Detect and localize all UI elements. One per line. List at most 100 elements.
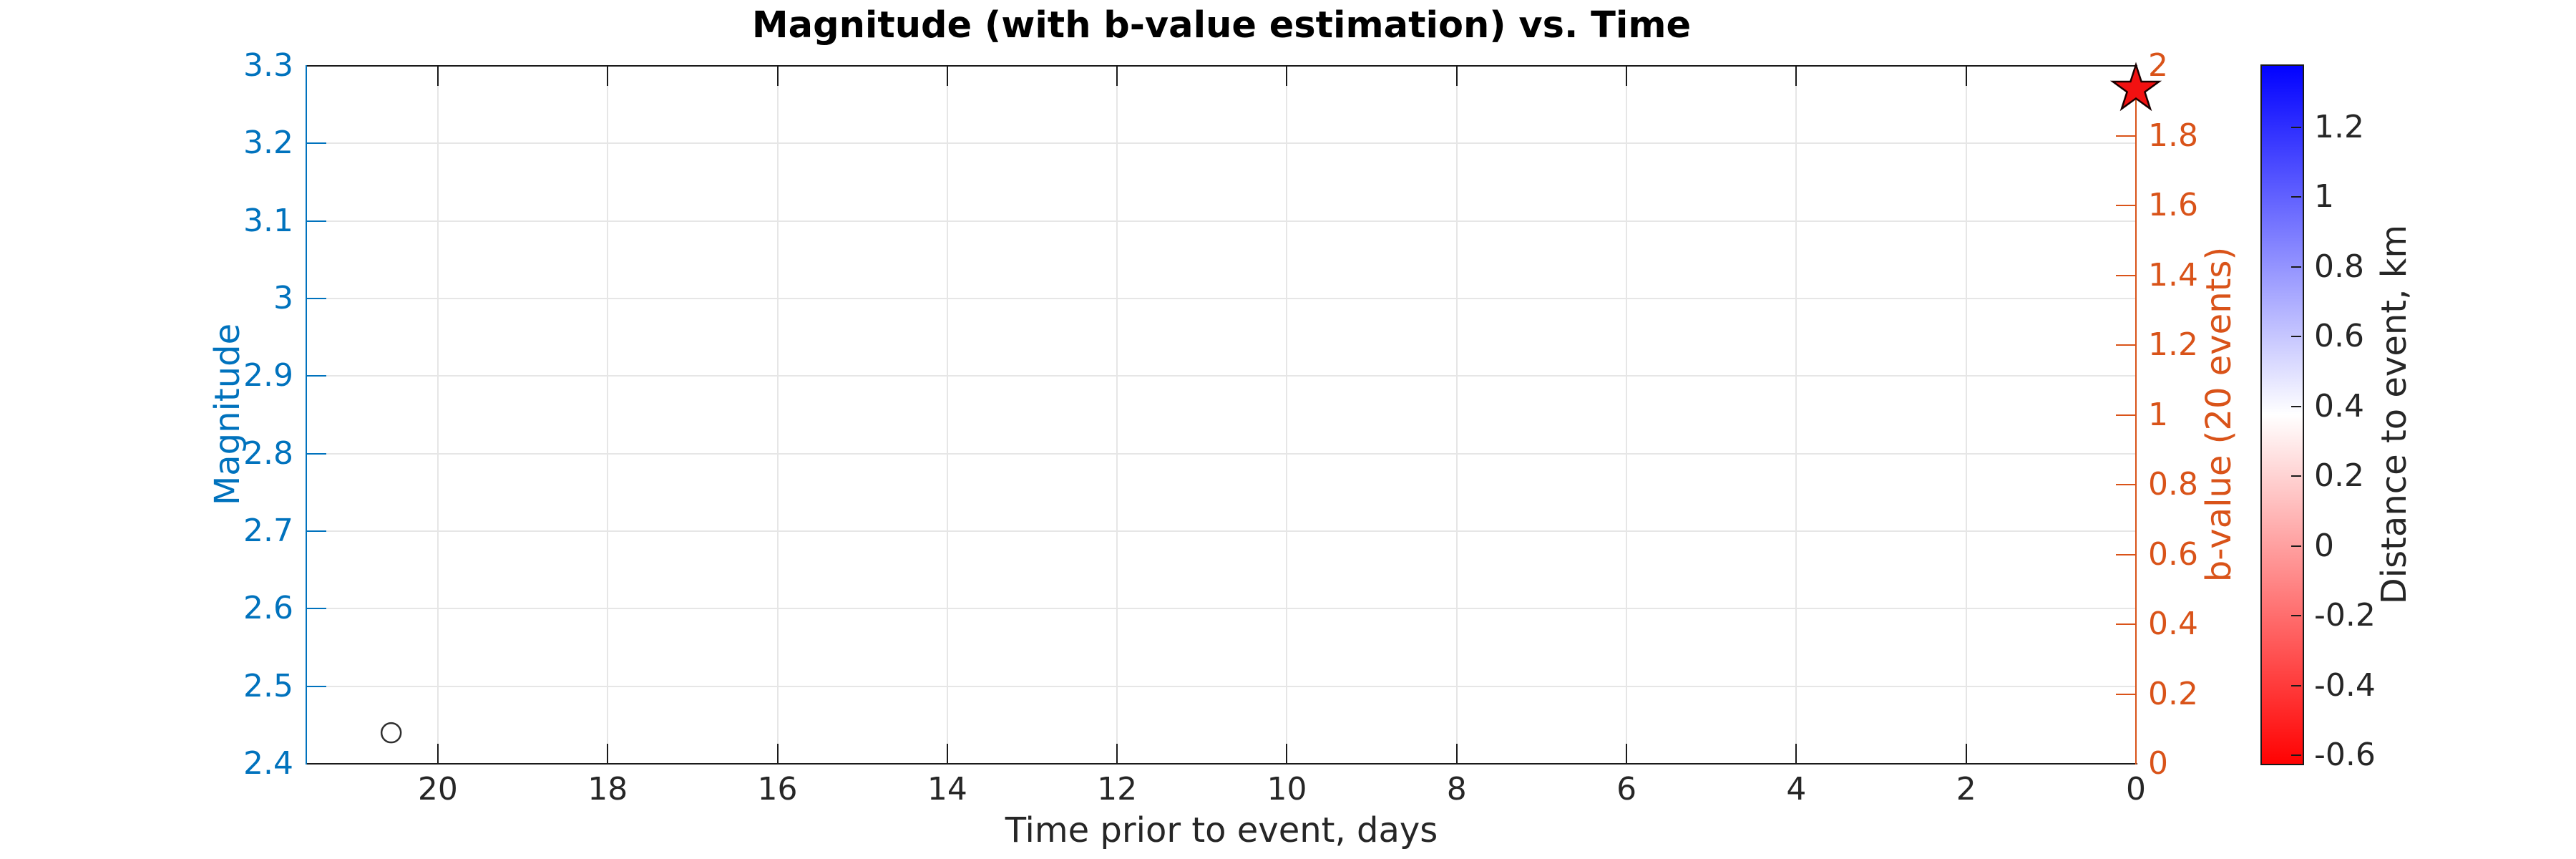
colorbar-tick (2291, 754, 2301, 757)
x-tick-bottom (607, 744, 609, 764)
y-right-tick-label: 2 (2148, 47, 2168, 84)
x-gridline (1116, 66, 1118, 764)
y-right-tick-label: 1.2 (2148, 326, 2198, 363)
colorbar-tick-label: 0.4 (2314, 387, 2364, 424)
y-tick-left (306, 685, 326, 687)
colorbar-tick (2291, 196, 2301, 198)
x-tick-label: 0 (2126, 771, 2146, 807)
y-tick-right (2116, 344, 2136, 346)
x-tick-label: 16 (757, 771, 798, 807)
y-right-tick-label: 1.6 (2148, 187, 2198, 223)
chart-title: Magnitude (with b-value estimation) vs. … (751, 4, 1692, 47)
y-right-tick-label: 1.8 (2148, 117, 2198, 154)
y-tick-left (306, 608, 326, 610)
y-left-tick-label: 2.5 (243, 667, 293, 704)
x-gridline (436, 66, 439, 764)
y-right-tick-label: 0.6 (2148, 535, 2198, 573)
y-gridline (306, 530, 2136, 532)
x-gridline (1626, 66, 1628, 764)
y-left-tick-label: 3.2 (243, 125, 293, 162)
x-gridline (1286, 66, 1288, 764)
y-axis-label-right: b-value (20 events) (2199, 246, 2239, 583)
colorbar-label: Distance to event, km (2374, 224, 2414, 605)
y-gridline (306, 685, 2136, 687)
y-gridline (306, 452, 2136, 455)
colorbar-tick (2291, 126, 2301, 128)
colorbar-tick (2291, 545, 2301, 547)
y-tick-right (2116, 484, 2136, 485)
x-tick-label: 2 (1956, 771, 1976, 807)
colorbar-tick (2291, 336, 2301, 338)
colorbar-tick-label: 0 (2314, 527, 2334, 564)
y-tick-left (306, 220, 326, 222)
y-gridline (306, 142, 2136, 145)
y-left-tick-label: 2.7 (243, 513, 293, 549)
x-tick-top (1626, 66, 1628, 86)
y-axis-label-left: Magnitude (208, 323, 248, 506)
y-gridline (306, 608, 2136, 610)
y-left-tick-label: 2.9 (243, 357, 293, 394)
plot-area (306, 66, 2136, 764)
y-tick-left (306, 530, 326, 532)
x-tick-top (1116, 66, 1118, 86)
y-left-tick-label: 2.4 (243, 745, 293, 782)
x-tick-label: 18 (587, 771, 628, 807)
x-tick-label: 4 (1786, 771, 1807, 807)
x-tick-bottom (1455, 744, 1458, 764)
x-tick-bottom (1116, 744, 1118, 764)
y-right-tick-label: 1 (2148, 396, 2168, 433)
left-spine (306, 65, 307, 765)
x-tick-bottom (1965, 744, 1967, 764)
colorbar-tick (2291, 615, 2301, 617)
x-tick-top (1455, 66, 1458, 86)
x-tick-bottom (1795, 744, 1797, 764)
y-tick-left (306, 142, 326, 145)
y-right-tick-label: 0.2 (2148, 675, 2198, 712)
y-tick-left (306, 452, 326, 455)
x-tick-bottom (946, 744, 948, 764)
y-right-tick-label: 0 (2148, 745, 2168, 782)
x-tick-label: 14 (927, 771, 967, 807)
bottom-spine (306, 763, 2137, 765)
x-tick-top (1795, 66, 1797, 86)
y-tick-right (2116, 623, 2136, 625)
x-gridline (1455, 66, 1458, 764)
x-tick-top (1965, 66, 1967, 86)
x-gridline (607, 66, 609, 764)
colorbar-tick (2291, 684, 2301, 686)
x-tick-label: 12 (1097, 771, 1138, 807)
y-left-tick-label: 3.3 (243, 47, 293, 84)
y-gridline (306, 220, 2136, 222)
colorbar-tick-label: 0.2 (2314, 457, 2364, 495)
colorbar-tick-label: -0.4 (2314, 666, 2376, 704)
y-right-tick-label: 1.4 (2148, 256, 2198, 293)
colorbar-tick (2291, 405, 2301, 407)
x-gridline (1795, 66, 1797, 764)
y-tick-right (2116, 693, 2136, 695)
colorbar (2260, 64, 2304, 765)
colorbar-tick-label: 0.8 (2314, 248, 2364, 285)
y-tick-right (2116, 135, 2136, 137)
y-tick-right (2116, 553, 2136, 555)
y-left-tick-label: 3 (273, 280, 293, 316)
x-tick-bottom (1286, 744, 1288, 764)
x-tick-bottom (776, 744, 779, 764)
x-tick-label: 6 (1616, 771, 1637, 807)
x-tick-top (1286, 66, 1288, 86)
colorbar-tick-label: 1 (2314, 178, 2334, 215)
colorbar-tick-label: 0.6 (2314, 318, 2364, 355)
y-tick-right (2116, 414, 2136, 416)
y-tick-left (306, 375, 326, 377)
x-tick-top (436, 66, 439, 86)
x-tick-label: 8 (1446, 771, 1467, 807)
x-gridline (1965, 66, 1967, 764)
y-left-tick-label: 2.6 (243, 590, 293, 627)
y-tick-right (2116, 205, 2136, 206)
x-gridline (946, 66, 948, 764)
right-spine (2135, 65, 2137, 765)
y-gridline (306, 375, 2136, 377)
y-tick-left (306, 298, 326, 299)
y-left-tick-label: 2.8 (243, 435, 293, 472)
colorbar-tick-label: -0.6 (2314, 737, 2376, 774)
